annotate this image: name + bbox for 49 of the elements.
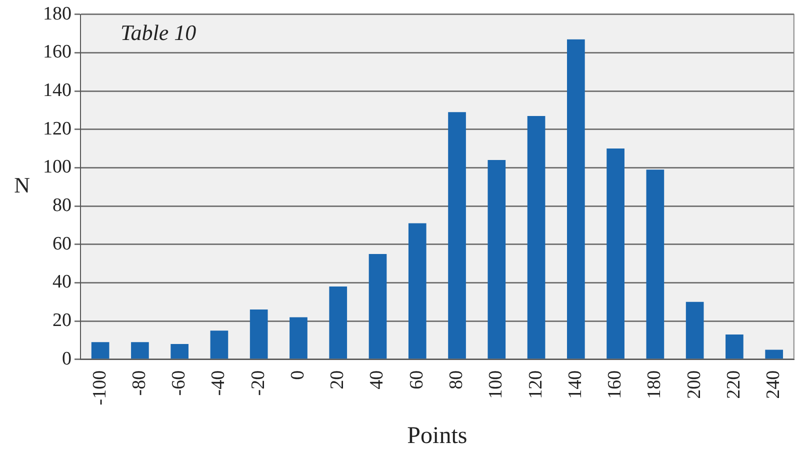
x-tick-label: 80 (446, 370, 468, 390)
bar (290, 317, 308, 359)
bar (726, 334, 744, 359)
bar (448, 112, 466, 359)
y-tick-label: 120 (43, 118, 72, 140)
x-tick-label: -100 (89, 370, 110, 406)
x-tick-label: 180 (644, 370, 666, 399)
bar (488, 160, 506, 359)
y-tick-label: 0 (62, 348, 72, 370)
bar (765, 350, 784, 359)
y-tick-label: 60 (52, 233, 72, 254)
y-tick-label: 20 (52, 310, 72, 332)
y-tick-label: 100 (43, 156, 72, 178)
x-tick-label: 60 (406, 370, 428, 390)
y-tick-label: 40 (52, 272, 72, 293)
x-tick-label: 0 (287, 370, 308, 380)
y-tick-label: 180 (43, 3, 72, 24)
bar (686, 302, 704, 359)
x-tick-label: -80 (128, 370, 150, 396)
x-tick-label: 20 (327, 370, 348, 390)
bar (250, 310, 268, 359)
bar (527, 116, 546, 359)
x-tick-label: 160 (604, 370, 626, 399)
bar (368, 254, 387, 359)
x-tick-label: 100 (486, 370, 507, 399)
bar (646, 170, 664, 359)
x-tick-label: 140 (564, 370, 586, 399)
bar (170, 344, 188, 359)
x-tick-label: -60 (168, 370, 190, 396)
x-axis-title: Points (407, 422, 468, 449)
y-tick-label: 140 (43, 80, 72, 102)
bar (131, 342, 149, 359)
x-tick-label: 40 (366, 370, 388, 390)
x-tick-label: 200 (684, 370, 705, 399)
x-tick-label: -40 (208, 370, 230, 396)
x-tick-label: 120 (525, 370, 546, 399)
bar (329, 286, 348, 359)
y-tick-label: 160 (43, 42, 72, 63)
bar (567, 39, 585, 359)
x-tick-label: 220 (723, 370, 744, 399)
bar (91, 342, 110, 359)
chart-title: Table 10 (120, 20, 196, 46)
x-tick-label: 240 (763, 370, 784, 399)
bar (408, 223, 426, 359)
bar (606, 148, 624, 359)
y-tick-label: 80 (52, 195, 72, 216)
x-tick-label: -20 (248, 370, 269, 396)
y-axis-title: N (14, 172, 30, 198)
bar (210, 330, 228, 359)
